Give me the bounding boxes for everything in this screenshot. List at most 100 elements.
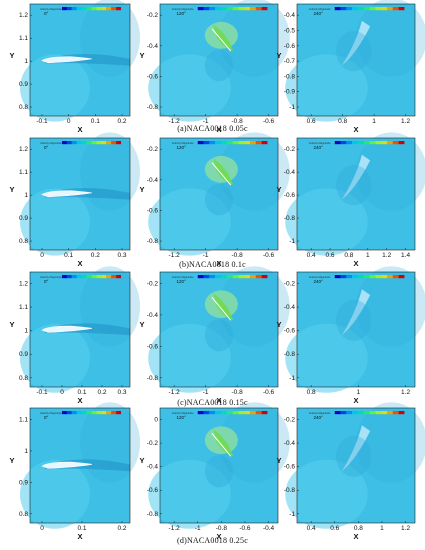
legend-swatch [352, 275, 358, 279]
x-tick-label: 0.8 [338, 118, 347, 125]
color-legend: Velocity Magnitude [40, 275, 122, 279]
angle-label: 240° [314, 279, 324, 284]
x-tick-label: 0.4 [307, 525, 316, 532]
y-tick-label: -0.2 [147, 440, 159, 447]
y-tick-label: -0.2 [147, 281, 159, 288]
x-tick-label: -0.1 [36, 389, 48, 396]
y-tick-label: -0.8 [284, 351, 296, 358]
legend-swatch [116, 411, 122, 415]
y-tick-label: -0.4 [284, 440, 296, 447]
panel-r2-c2: Velocity Magnitude 120° -1.2 -1 -0.8 -0.6 X -0.… [139, 132, 290, 272]
y-axis-label: Y [9, 320, 14, 329]
x-tick-label: -1.2 [169, 118, 181, 125]
legend-title: Velocity Magnitude [40, 141, 62, 145]
x-tick-label: 0.1 [64, 252, 73, 259]
color-legend: Velocity Magnitude [172, 275, 268, 279]
legend-swatch [346, 275, 353, 279]
legend-swatch [91, 411, 97, 415]
legend-swatch [261, 7, 268, 11]
panel-r4-c2: Velocity Magnitude 120° -1.2 -1 -0.8 -0.6 -0.4… [139, 402, 290, 545]
legend-swatch [255, 141, 262, 145]
x-tick-label: 1.2 [382, 252, 391, 259]
y-tick-label: -0.6 [284, 464, 296, 471]
y-tick-label: -1 [289, 511, 295, 518]
panel-r3-c1: Velocity Magnitude 0° -0.1 0 0.1 0.2 0.3 X 1.2 1.… [9, 266, 140, 409]
x-tick-label: 1 [380, 525, 384, 532]
color-legend: Velocity Magnitude [40, 141, 122, 145]
field-shade [20, 54, 90, 122]
legend-swatch [203, 411, 210, 415]
legend-swatch [91, 7, 97, 11]
x-tick-label: -0.8 [216, 525, 228, 532]
x-axis-label: X [216, 125, 221, 134]
panel-r2-c1: Velocity Magnitude 0° 0 0.1 0.2 0.3 X 1.2 1.1 1 0.… [9, 132, 140, 272]
y-axis-label: Y [276, 51, 281, 60]
x-tick-label: -0.6 [263, 118, 275, 125]
x-tick-label: 0.4 [307, 252, 316, 259]
y-tick-label: 0 [154, 417, 158, 424]
x-axis-label: X [353, 396, 358, 405]
legend-swatch [363, 7, 370, 11]
blade-section [211, 162, 232, 186]
color-legend: Velocity Magnitude [40, 411, 122, 415]
legend-swatch [81, 275, 87, 279]
field-shade [148, 54, 231, 122]
wake-region [335, 30, 372, 72]
y-tick-label: -0.7 [284, 58, 296, 65]
y-tick-label: -1 [289, 104, 295, 111]
legend-swatch [352, 411, 358, 415]
x-tick-label: -1 [203, 389, 209, 396]
legend-swatch [96, 411, 102, 415]
legend-swatch [346, 411, 353, 415]
y-tick-label: -0.4 [147, 177, 159, 184]
y-tick-label: 0.8 [19, 511, 28, 518]
field-shade [219, 402, 290, 483]
flow-field [148, 266, 290, 393]
y-tick-label: -0.4 [284, 12, 296, 19]
angle-label: 0° [44, 415, 49, 420]
y-axis-label: Y [9, 185, 14, 194]
legend-swatch [261, 275, 268, 279]
y-tick-label: -0.4 [284, 304, 296, 311]
y-axis-label: Y [9, 51, 14, 60]
legend-swatch [340, 411, 347, 415]
legend-swatch [363, 411, 370, 415]
field-shade [285, 188, 368, 256]
angle-label: 240° [314, 145, 324, 150]
x-tick-label: -1 [203, 118, 209, 125]
angle-label: 0° [44, 145, 49, 150]
x-tick-label: -0.4 [263, 525, 275, 532]
legend-title: Velocity Magnitude [309, 275, 331, 279]
blade-section [211, 28, 232, 52]
y-tick-label: -0.8 [284, 215, 296, 222]
field-shade [285, 54, 368, 122]
legend-swatch [101, 411, 107, 415]
legend-title: Velocity Magnitude [309, 411, 331, 415]
legend-swatch [76, 411, 82, 415]
x-tick-label: 0.8 [354, 525, 363, 532]
x-tick-label: -0.8 [231, 118, 243, 125]
y-axis-label: Y [276, 320, 281, 329]
legend-swatch [62, 7, 67, 11]
plot-frame [29, 407, 131, 524]
x-axis-label: X [353, 532, 358, 541]
legend-swatch [197, 275, 204, 279]
y-tick-label: 1 [24, 328, 28, 335]
x-tick-label: 0.8 [344, 252, 353, 259]
legend-swatch [226, 275, 233, 279]
legend-swatch [96, 7, 102, 11]
flow-field [285, 132, 425, 256]
legend-swatch [392, 7, 399, 11]
legend-swatch [203, 275, 210, 279]
legend-swatch [81, 141, 87, 145]
blade-section [341, 289, 371, 336]
color-legend: Velocity Magnitude [172, 411, 268, 415]
field-shade [356, 132, 425, 211]
vortex-high-speed [213, 158, 234, 186]
legend-swatch [357, 275, 364, 279]
legend-swatch [244, 141, 251, 145]
